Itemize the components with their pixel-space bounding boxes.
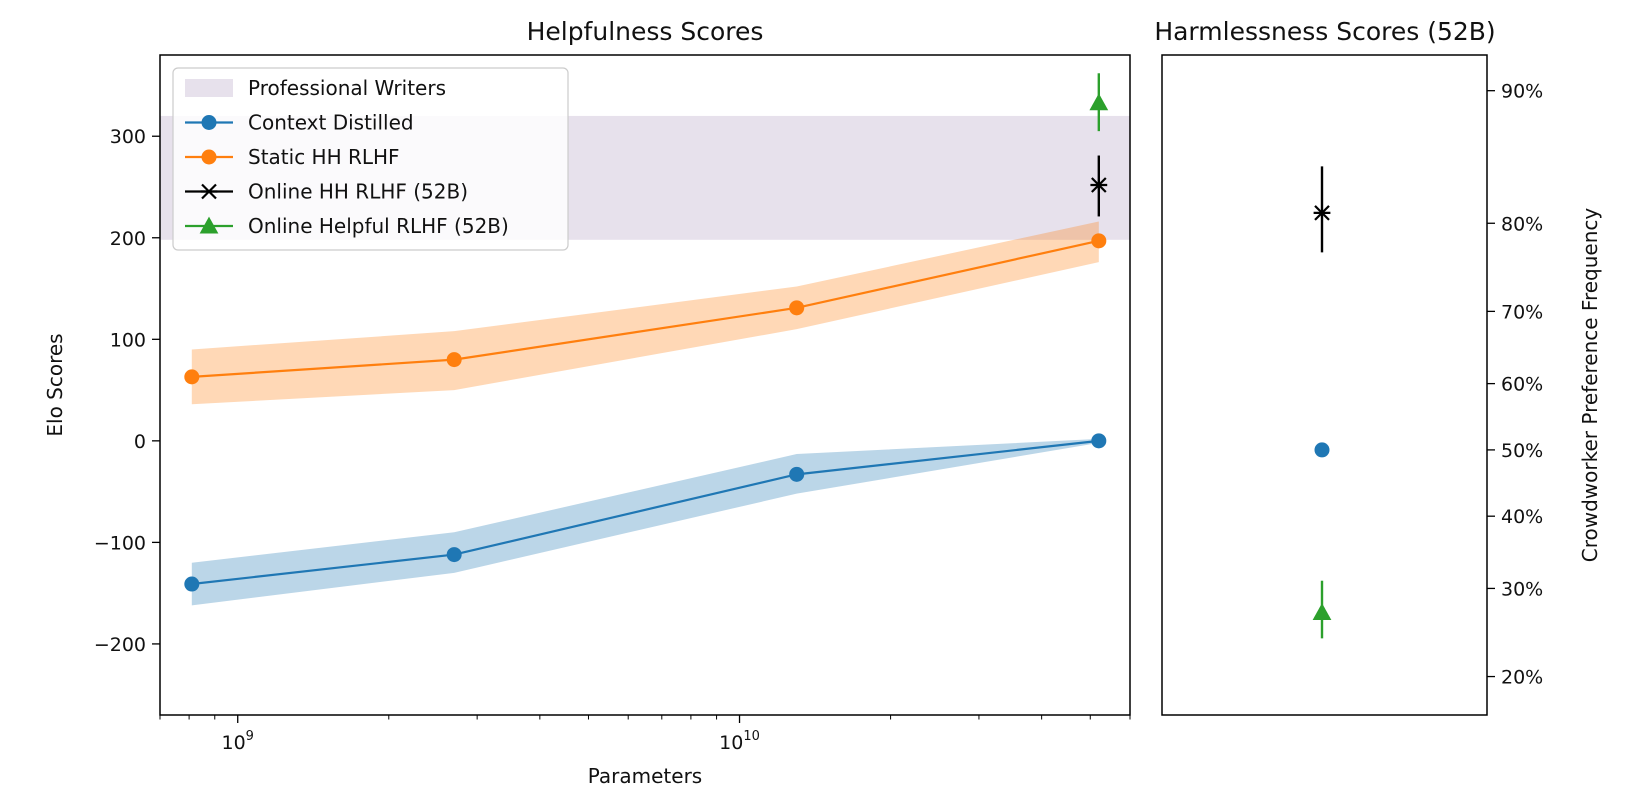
context-distilled-point xyxy=(184,576,200,592)
legend-label: Professional Writers xyxy=(248,76,446,100)
x-axis-ticks: 109 1010 xyxy=(159,715,1131,754)
legend-entry: Online Helpful RLHF (52B) xyxy=(185,214,509,238)
online-helpful-rlhf-52b-point xyxy=(1089,93,1109,111)
y-tick-label: 0 xyxy=(134,431,146,453)
legend-marker xyxy=(201,149,217,165)
context-distilled-line xyxy=(191,439,1099,586)
static-hh-rlhf-point xyxy=(789,300,805,316)
right-y-tick-label: 40% xyxy=(1501,506,1543,528)
right-y-tick-label: 80% xyxy=(1501,213,1543,235)
static-hh-rlhf-point xyxy=(184,369,200,385)
harmlessness-points-layer xyxy=(1312,166,1332,639)
context-distilled-point xyxy=(446,547,462,563)
x-axis-label: Parameters xyxy=(588,764,702,788)
context-distilled-confidence-band xyxy=(191,438,1099,606)
static-hh-rlhf-point xyxy=(446,352,462,368)
y-tick-label: 200 xyxy=(110,228,146,250)
right-y-tick-label: 90% xyxy=(1501,81,1543,103)
context-distilled-harmlessness-point xyxy=(1314,442,1330,458)
data-points-layer xyxy=(184,73,1109,592)
right-y-tick-label: 20% xyxy=(1501,667,1543,689)
right-y-tick-label: 50% xyxy=(1501,440,1543,462)
legend-swatch xyxy=(185,79,233,97)
harmlessness-chart: Harmlessness Scores (52B) 20% 30% 40% 50% 60… xyxy=(1154,17,1602,716)
y-tick-label: 300 xyxy=(110,126,146,148)
legend-label: Static HH RLHF xyxy=(248,145,400,169)
legend-box xyxy=(172,67,569,251)
y-tick-label: −200 xyxy=(94,634,146,656)
legend-entry: Context Distilled xyxy=(185,111,414,135)
y-tick-label: −100 xyxy=(94,532,146,554)
context-distilled-point xyxy=(1091,433,1107,449)
legend-marker xyxy=(200,183,218,200)
y-axis-label: Elo Scores xyxy=(43,333,67,436)
legend-marker xyxy=(201,115,217,130)
right-y-tick-label: 30% xyxy=(1501,578,1543,600)
x-tick-label: 109 xyxy=(221,729,253,754)
helpfulness-chart: Helpfulness Scores −200 −100 0 100 200 300 10… xyxy=(43,17,1131,788)
online-helpful-rlhf-52b-harmlessness-point xyxy=(1312,603,1332,621)
legend-label: Context Distilled xyxy=(248,111,414,135)
static-hh-rlhf-line xyxy=(191,239,1100,378)
legend-marker xyxy=(199,216,219,234)
chart-title-helpfulness: Helpfulness Scores xyxy=(527,17,764,46)
right-y-tick-label: 60% xyxy=(1501,374,1543,396)
plot-frame-left xyxy=(159,54,1131,716)
legend: Professional Writers Context Distilled Sta… xyxy=(172,67,569,251)
context-distilled-point xyxy=(789,466,805,482)
static-hh-rlhf-point xyxy=(1091,233,1107,249)
right-y-tick-label: 70% xyxy=(1501,301,1543,323)
y-tick-label: 100 xyxy=(110,329,146,351)
legend-label: Online HH RLHF (52B) xyxy=(248,180,468,204)
chart-title-harmlessness: Harmlessness Scores (52B) xyxy=(1154,17,1495,46)
online-hh-rlhf-52b-harmlessness-point xyxy=(1313,205,1331,221)
legend-label: Online Helpful RLHF (52B) xyxy=(248,214,509,238)
confidence-bands-layer xyxy=(191,221,1099,606)
online-hh-rlhf-52b-point xyxy=(1090,177,1108,193)
right-y-axis-ticks: 20% 30% 40% 50% 60% 70% 80% 90% xyxy=(1487,81,1543,689)
y-axis-ticks: −200 −100 0 100 200 300 xyxy=(94,126,160,656)
legend-entry: Static HH RLHF xyxy=(185,145,400,169)
series-lines-layer xyxy=(191,239,1100,586)
legend-entry: Professional Writers xyxy=(185,76,446,100)
static-hh-rlhf-confidence-band xyxy=(191,221,1099,405)
legend-entry: Online HH RLHF (52B) xyxy=(185,180,468,204)
plot-frame-right xyxy=(1161,54,1488,716)
x-tick-label: 1010 xyxy=(719,729,760,754)
right-y-axis-label: Crowdworker Preference Frequency xyxy=(1578,208,1602,563)
